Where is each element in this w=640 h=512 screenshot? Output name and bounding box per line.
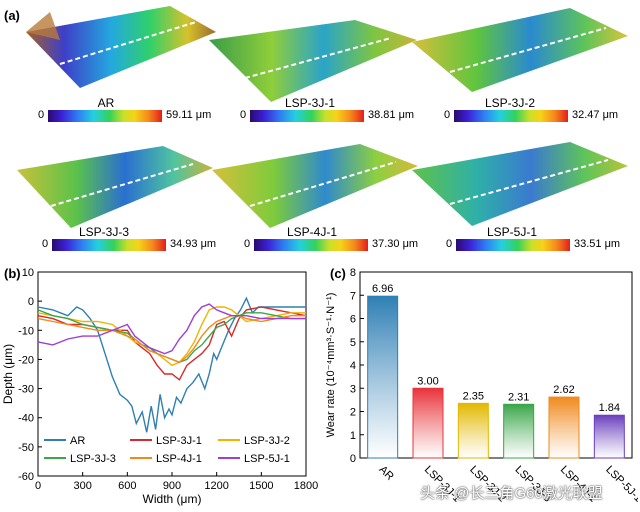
colorbar-gradient [456, 239, 570, 251]
bar-value-label: 1.84 [599, 402, 620, 414]
colorbar-gradient [52, 239, 166, 251]
bar-lsp-4j-1 [548, 396, 580, 459]
wear-rate-chart: 0 1 2 3 4 5 6 7 8 Wear rate (10⁻⁴mm³·S⁻¹·N⁻¹) 6.96… [325, 267, 638, 505]
colorbar-lsp-5j-1: 0 33.51 μm [446, 238, 636, 251]
colorbar-gradient [250, 110, 364, 122]
x-tick-label: 0 [35, 480, 41, 492]
y-tick-label: 1 [350, 430, 356, 442]
colorbar-lsp-4j-1: 0 37.30 μm [244, 238, 444, 251]
bar-value-label: 2.35 [463, 390, 484, 402]
legend-label: LSP-5J-1 [244, 453, 290, 465]
surface-map-lsp-3j-1 [209, 20, 417, 102]
bar-value-label: 3.00 [417, 375, 438, 387]
panel-b-label: (b) [4, 266, 21, 281]
y-tick-label: -50 [18, 442, 34, 454]
surface-map-lsp-3j-3 [17, 146, 213, 228]
y-tick-label: 0 [28, 296, 34, 308]
surface-map-lsp-4j-1 [212, 144, 418, 228]
colorbar-min-label: 0 [446, 238, 453, 250]
colorbar-min-label: 0 [38, 109, 45, 121]
colorbar-max-label: 59.11 μm [166, 109, 212, 121]
sample-name-lsp-3j-3: LSP-3J-3 [78, 225, 130, 239]
panel-c-label: (c) [330, 266, 346, 281]
colorbar-max-label: 32.47 μm [572, 109, 619, 121]
bar-lsp-3j-2 [457, 402, 489, 459]
y-tick-label: 10 [22, 267, 34, 279]
sample-name-lsp-3j-1: LSP-3J-1 [284, 96, 336, 110]
colorbar-lsp-3j-1: 0 38.81 μm [240, 109, 440, 122]
series-line-lsp-4j-1 [37, 315, 306, 364]
colorbar-lsp-3j-3: 0 34.93 μm [42, 238, 242, 251]
colorbar-gradient [454, 110, 568, 122]
series-line-lsp-5j-1 [37, 303, 306, 355]
x-tick-label: 300 [73, 480, 91, 492]
bar-lsp-3j-1 [412, 387, 444, 459]
surface-map-lsp-3j-2 [412, 8, 628, 92]
bar-value-label: 6.96 [372, 283, 393, 295]
colorbar-max-label: 37.30 μm [372, 238, 419, 250]
depth-profile-chart: 0 300 600 900 1200 1500 1800 10 0 -10 -20 -30 -40 -50… [1, 267, 318, 506]
plot-frame [359, 271, 633, 459]
x-tick-label: 1800 [294, 480, 318, 492]
colorbar-min-label: 0 [244, 238, 251, 250]
legend-label: LSP-3J-2 [244, 435, 290, 447]
y-axis-label: Wear rate (10⁻⁴mm³·S⁻¹·N⁻¹) [325, 293, 337, 438]
bar-value-label: 2.62 [553, 384, 574, 396]
sample-name-lsp-4j-1: LSP-4J-1 [286, 225, 338, 239]
y-tick-label: -30 [18, 384, 34, 396]
legend-label: LSP-3J-1 [156, 435, 202, 447]
colorbar-min-label: 0 [42, 238, 49, 250]
y-tick-label: 5 [350, 337, 356, 349]
x-tick-label: 1200 [204, 480, 228, 492]
x-tick-label: 900 [163, 480, 181, 492]
x-tick-label: 600 [118, 480, 136, 492]
colorbar-min-label: 0 [444, 109, 451, 121]
x-axis-label: Width (μm) [143, 492, 202, 506]
colorbar-lsp-3j-2: 0 32.47 μm [444, 109, 634, 122]
sample-name-ar: AR [97, 96, 115, 110]
surface-map-lsp-5j-1 [412, 142, 628, 226]
y-tick-label: 2 [350, 407, 356, 419]
series-line-lsp-3j-2 [37, 306, 306, 367]
x-tick-label: LSP-5J-1 [603, 464, 638, 505]
watermark: 头条 @长三角G60激光联盟 [420, 485, 603, 502]
legend-label: LSP-4J-1 [156, 453, 202, 465]
surface-map-ar [26, 6, 216, 88]
y-tick-label: 8 [350, 267, 356, 279]
colorbar-gradient [254, 239, 368, 251]
sample-name-lsp-5j-1: LSP-5J-1 [486, 225, 538, 239]
colorbar-ar: 0 59.11 μm [38, 109, 238, 122]
x-tick-label: AR [377, 464, 396, 483]
colorbar-max-label: 34.93 μm [170, 238, 217, 250]
sample-name-lsp-3j-2: LSP-3J-2 [484, 96, 536, 110]
colorbar-max-label: 38.81 μm [368, 109, 415, 121]
bar-lsp-3j-3 [503, 403, 535, 459]
y-tick-label: -40 [18, 413, 34, 425]
y-tick-label: -60 [18, 471, 34, 483]
y-tick-label: 7 [350, 290, 356, 302]
colorbar-max-label: 33.51 μm [574, 238, 621, 250]
y-axis-label: Depth (μm) [1, 344, 15, 404]
y-tick-label: 6 [350, 314, 356, 326]
legend-label: LSP-3J-3 [70, 453, 116, 465]
colorbar-min-label: 0 [240, 109, 247, 121]
bar-value-label: 2.31 [508, 391, 529, 403]
y-tick-label: -20 [18, 354, 34, 366]
x-tick-label: 1500 [249, 480, 273, 492]
y-tick-label: 4 [350, 360, 356, 372]
bar-ar [367, 295, 399, 459]
panel-a-label: (a) [4, 8, 20, 23]
y-tick-label: -10 [18, 325, 34, 337]
legend-label: AR [70, 435, 85, 447]
colorbar-gradient [48, 110, 162, 122]
y-tick-label: 0 [350, 453, 356, 465]
bar-lsp-5j-1 [593, 414, 625, 459]
y-tick-label: 3 [350, 383, 356, 395]
